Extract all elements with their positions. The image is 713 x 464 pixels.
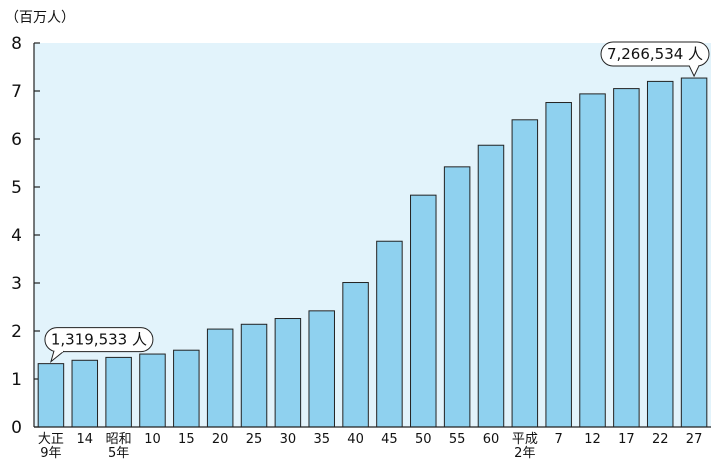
x-tick-label: 15 [178,432,195,447]
bar [376,240,403,428]
bar [410,194,437,428]
bar [240,323,268,428]
x-tick-label: 30 [280,432,297,447]
bar [173,349,200,428]
bar [443,166,471,428]
bar [579,93,606,428]
bar [105,356,132,428]
plot-area [34,43,711,427]
y-tick-label: 4 [11,226,22,246]
bar [511,119,539,428]
bar [680,77,708,428]
bar [139,353,166,428]
bar [646,80,674,428]
y-tick-label: 0 [11,418,22,438]
y-tick-label: 5 [11,178,22,198]
bar [545,102,572,428]
x-tick-label: 7 [555,432,563,447]
x-tick-label: 40 [347,432,364,447]
x-tick-label: 10 [144,432,161,447]
x-tick-label: 昭和 5年 [106,432,132,461]
bar [206,328,234,428]
bar [71,359,99,428]
callouts: 1,319,533 人 7,266,534 人 [44,41,710,364]
callout: 7,266,534 人 [600,41,710,78]
x-tick-label: 55 [449,432,466,447]
y-tick-label: 7 [11,82,22,102]
y-tick-label: 2 [11,322,22,342]
y-tick-label: 3 [11,274,22,294]
bars [37,77,708,428]
x-tick-label: 17 [618,432,635,447]
callout: 1,319,533 人 [44,327,154,364]
x-tick-label: 45 [381,432,398,447]
x-axis-ticks: 大正 9年 14 昭和 5年 10 15 20 25 30 35 40 45 50 55 60 平成 2年 7 12 1… [38,432,702,461]
x-tick-label: 12 [584,432,601,447]
bar [613,88,640,428]
bar [37,363,65,428]
y-tick-label: 6 [11,130,22,150]
x-tick-label: 27 [686,432,703,447]
x-tick-label: 平成 2年 [512,432,538,461]
x-tick-label: 25 [246,432,263,447]
x-tick-label: 大正 9年 [38,432,64,461]
x-tick-label: 50 [415,432,432,447]
x-tick-label: 20 [212,432,229,447]
y-axis-ticks: 0 1 2 3 4 5 6 7 8 [11,34,40,438]
x-tick-label: 14 [77,432,94,447]
y-tick-label: 1 [11,370,22,390]
bar [342,282,369,428]
y-tick-label: 8 [11,34,22,54]
x-tick-label: 60 [483,432,500,447]
bar [274,318,302,428]
x-tick-label: 22 [652,432,669,447]
bar [308,310,335,428]
callout-text: 1,319,533 人 [51,331,147,349]
callout-text: 7,266,534 人 [607,45,703,63]
x-tick-label: 35 [313,432,330,447]
unit-label: （百万人） [5,10,75,26]
bar [477,144,505,428]
